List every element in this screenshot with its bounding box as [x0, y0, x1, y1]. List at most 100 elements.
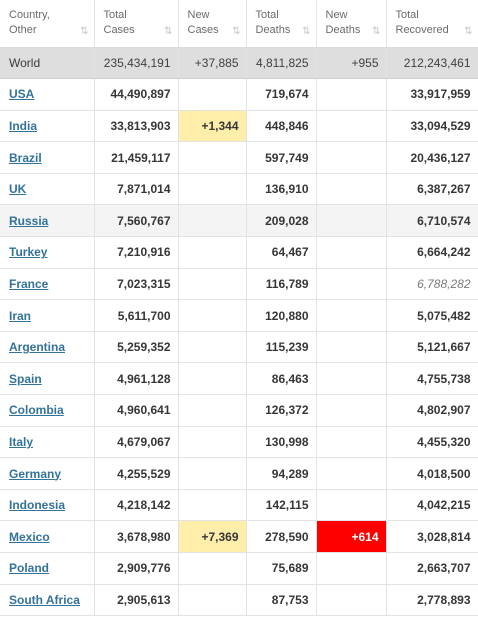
country-link[interactable]: Colombia — [9, 403, 64, 418]
table-row: Indonesia 4,218,142 142,115 4,042,215 — [0, 489, 478, 522]
total-recovered-cell: 33,917,959 — [386, 78, 478, 111]
total-cases-cell: 7,210,916 — [94, 236, 179, 269]
total-deaths-cell: 75,689 — [246, 552, 317, 585]
total-recovered-cell: 6,788,282 — [386, 268, 478, 301]
sort-icon[interactable]: ⇅ — [80, 26, 89, 37]
new-cases-cell — [178, 489, 247, 522]
table-row: Spain 4,961,128 86,463 4,755,738 — [0, 362, 478, 396]
country-cell: Russia — [0, 204, 95, 238]
country-link[interactable]: Brazil — [9, 150, 42, 165]
country-cell: Argentina — [0, 331, 95, 364]
total-deaths-cell: 597,749 — [246, 141, 317, 174]
country-link[interactable]: Poland — [9, 561, 50, 576]
total-recovered-cell: 4,802,907 — [386, 394, 478, 427]
country-link[interactable]: USA — [9, 87, 35, 102]
new-cases-cell — [178, 78, 247, 111]
header-new-deaths[interactable]: New Deaths ⇅ — [316, 0, 387, 48]
world-new-deaths: +955 — [316, 47, 387, 80]
total-deaths-cell: 116,789 — [246, 268, 317, 301]
country-cell: UK — [0, 173, 95, 206]
total-cases-cell: 7,560,767 — [94, 204, 179, 238]
sort-icon[interactable]: ⇅ — [464, 26, 473, 37]
total-recovered-cell: 6,387,267 — [386, 173, 478, 206]
country-cell: USA — [0, 78, 95, 111]
total-recovered-cell: 6,710,574 — [386, 204, 478, 238]
country-cell: South Africa — [0, 584, 95, 617]
country-link[interactable]: India — [9, 118, 38, 133]
table-row: Germany 4,255,529 94,289 4,018,500 — [0, 457, 478, 490]
sort-icon[interactable]: ⇅ — [302, 26, 311, 37]
new-deaths-cell — [316, 394, 387, 427]
new-cases-cell — [178, 299, 247, 332]
new-cases-cell — [178, 331, 247, 364]
header-total-recovered[interactable]: Total Recovered ⇅ — [386, 0, 478, 48]
country-link[interactable]: UK — [9, 182, 27, 197]
new-cases-cell — [178, 426, 247, 459]
country-cell: India — [0, 110, 95, 143]
new-deaths-cell — [316, 268, 387, 301]
world-label: World — [0, 47, 95, 80]
total-deaths-cell: 86,463 — [246, 362, 317, 396]
table-row: UK 7,871,014 136,910 6,387,267 — [0, 173, 478, 206]
header-total-deaths[interactable]: Total Deaths ⇅ — [246, 0, 317, 48]
country-cell: France — [0, 268, 95, 301]
new-deaths-cell — [316, 331, 387, 364]
total-deaths-cell: 126,372 — [246, 394, 317, 427]
total-recovered-cell: 33,094,529 — [386, 110, 478, 143]
country-link[interactable]: Russia — [9, 213, 49, 228]
country-link[interactable]: Italy — [9, 434, 34, 449]
new-cases-cell: +7,369 — [178, 520, 247, 553]
total-recovered-cell: 5,121,667 — [386, 331, 478, 364]
total-cases-cell: 21,459,117 — [94, 141, 179, 174]
country-cell: Italy — [0, 426, 95, 459]
sort-icon[interactable]: ⇅ — [232, 26, 241, 37]
total-cases-cell: 7,871,014 — [94, 173, 179, 206]
total-recovered-cell: 20,436,127 — [386, 141, 478, 174]
total-deaths-cell: 209,028 — [246, 204, 317, 238]
table-row: Mexico 3,678,980 +7,369 278,590 +614 3,028,81… — [0, 520, 478, 553]
new-cases-cell — [178, 394, 247, 427]
sort-icon[interactable]: ⇅ — [164, 26, 173, 37]
country-link[interactable]: Indonesia — [9, 498, 66, 513]
new-cases-cell — [178, 173, 247, 206]
new-cases-cell — [178, 552, 247, 585]
total-deaths-cell: 130,998 — [246, 426, 317, 459]
new-deaths-cell — [316, 299, 387, 332]
total-deaths-cell: 278,590 — [246, 520, 317, 553]
header-total-cases[interactable]: Total Cases ⇅ — [94, 0, 179, 48]
country-cell: Iran — [0, 299, 95, 332]
total-recovered-cell: 2,663,707 — [386, 552, 478, 585]
new-deaths-cell — [316, 78, 387, 111]
new-deaths-cell — [316, 552, 387, 585]
country-link[interactable]: Argentina — [9, 340, 66, 355]
country-link[interactable]: Turkey — [9, 245, 48, 260]
country-link[interactable]: France — [9, 276, 49, 291]
total-cases-cell: 33,813,903 — [94, 110, 179, 143]
header-row: Country, Other ⇅ Total Cases ⇅ New Cases ⇅ Tot… — [0, 0, 478, 48]
country-link[interactable]: Spain — [9, 371, 42, 386]
country-link[interactable]: Mexico — [9, 529, 50, 544]
new-cases-cell — [178, 268, 247, 301]
total-deaths-cell: 115,239 — [246, 331, 317, 364]
table-row: Russia 7,560,767 209,028 6,710,574 — [0, 204, 478, 238]
total-recovered-cell: 5,075,482 — [386, 299, 478, 332]
total-deaths-cell: 719,674 — [246, 78, 317, 111]
country-cell: Mexico — [0, 520, 95, 553]
total-deaths-cell: 142,115 — [246, 489, 317, 522]
table-row: Poland 2,909,776 75,689 2,663,707 — [0, 552, 478, 585]
new-deaths-cell: +614 — [316, 520, 387, 553]
sort-icon[interactable]: ⇅ — [372, 26, 381, 37]
total-deaths-cell: 64,467 — [246, 236, 317, 269]
total-cases-cell: 5,611,700 — [94, 299, 179, 332]
country-link[interactable]: Germany — [9, 466, 62, 481]
country-link[interactable]: South Africa — [9, 592, 80, 607]
header-country[interactable]: Country, Other ⇅ — [0, 0, 95, 48]
table-row: Iran 5,611,700 120,880 5,075,482 — [0, 299, 478, 332]
country-link[interactable]: Iran — [9, 308, 32, 323]
total-cases-cell: 44,490,897 — [94, 78, 179, 111]
total-deaths-cell: 136,910 — [246, 173, 317, 206]
header-new-cases[interactable]: New Cases ⇅ — [178, 0, 247, 48]
new-deaths-cell — [316, 584, 387, 617]
new-deaths-cell — [316, 489, 387, 522]
